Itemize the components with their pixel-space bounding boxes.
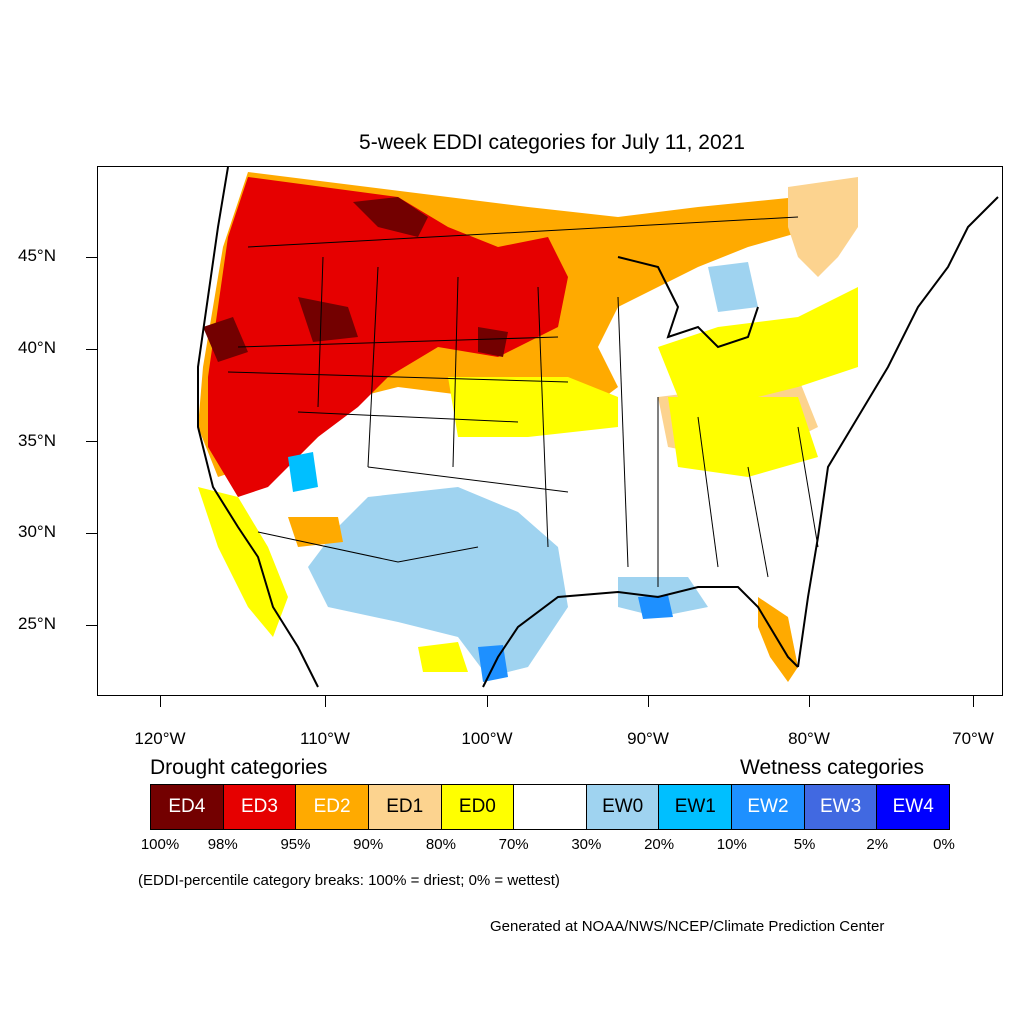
region-ew0-southwest	[308, 487, 568, 677]
region-ed0-west-coast	[198, 487, 288, 637]
percentile-break-label: 0%	[933, 836, 955, 853]
percentile-break-label: 5%	[793, 836, 816, 853]
category-legend-bar: ED4 ED3 ED2 ED1 ED0 EW0 EW1 EW2 EW3 EW4	[150, 784, 950, 830]
legend-box-ed1: ED1	[368, 785, 442, 829]
region-ed0-appalachia	[668, 397, 818, 477]
percentile-break-label: 30%	[571, 836, 602, 853]
lon-label-110: 110°W	[300, 729, 350, 748]
lat-label-45: 45°N	[18, 246, 56, 265]
lon-tick	[487, 696, 488, 707]
lon-tick	[160, 696, 161, 707]
percentile-break-label: 98%	[207, 836, 238, 853]
percentile-break-label: 70%	[498, 836, 529, 853]
wetness-categories-heading: Wetness categories	[740, 756, 925, 779]
eddi-map	[97, 166, 1003, 696]
eddi-map-drawing	[197, 167, 999, 688]
percentile-break-label: 80%	[425, 836, 456, 853]
lat-label-25: 25°N	[18, 614, 56, 633]
region-ed0-great-lakes	[658, 287, 858, 407]
generated-credit: Generated at NOAA/NWS/NCEP/Climate Predi…	[490, 918, 885, 935]
lat-tick	[86, 441, 97, 442]
percentile-break-label: 10%	[716, 836, 747, 853]
legend-box-ew4: EW4	[877, 785, 950, 829]
region-ed1-northeast	[788, 177, 858, 277]
lat-label-40: 40°N	[18, 338, 56, 357]
legend-box-neutral	[514, 785, 587, 829]
percentile-break-label: 100%	[140, 836, 180, 853]
state-borders	[227, 216, 819, 587]
region-ed4-north	[353, 197, 428, 237]
drought-categories-heading: Drought categories	[150, 756, 328, 779]
lon-label-80: 80°W	[788, 729, 830, 748]
legend-box-ed2: ED2	[296, 785, 369, 829]
lon-label-70: 70°W	[952, 729, 994, 748]
lon-label-90: 90°W	[627, 729, 669, 748]
region-ew1-arizona	[288, 452, 318, 492]
lat-tick	[86, 533, 97, 534]
lat-label-30: 30°N	[18, 522, 56, 541]
region-ew0-michigan	[708, 262, 758, 312]
lon-tick	[648, 696, 649, 707]
region-ed0-mexico	[418, 642, 468, 672]
percentile-break-label: 2%	[866, 836, 889, 853]
map-title: 5-week EDDI categories for July 11, 2021	[359, 131, 745, 154]
legend-box-ed0: ED0	[441, 785, 515, 829]
legend-box-ew2: EW2	[732, 785, 805, 829]
region-ed2-mexico	[288, 517, 343, 547]
percentile-break-label: 20%	[644, 836, 675, 853]
region-ew2-louisiana	[638, 595, 673, 619]
category-breaks-note: (EDDI-percentile category breaks: 100% =…	[138, 872, 560, 889]
region-ed0-midwest	[448, 377, 618, 437]
lat-label-35: 35°N	[18, 431, 56, 450]
lat-tick	[86, 625, 97, 626]
lon-tick	[809, 696, 810, 707]
region-ed3-northwest	[208, 177, 568, 497]
legend-box-ew3: EW3	[804, 785, 878, 829]
legend-box-ed3: ED3	[223, 785, 297, 829]
percentile-break-label: 90%	[353, 836, 384, 853]
legend-box-ew0: EW0	[586, 785, 660, 829]
lon-label-100: 100°W	[461, 729, 513, 748]
lat-tick	[86, 257, 97, 258]
lat-tick	[86, 349, 97, 350]
region-ed4-oregon	[203, 317, 248, 362]
coastlines	[197, 167, 999, 688]
region-ed4-idaho	[298, 297, 358, 342]
region-ed4-dakota	[478, 327, 508, 357]
legend-box-ew1: EW1	[659, 785, 733, 829]
percentile-break-label: 95%	[280, 836, 311, 853]
legend-box-ed4: ED4	[151, 785, 224, 829]
lon-tick	[325, 696, 326, 707]
lon-tick	[973, 696, 974, 707]
lon-label-120: 120°W	[134, 729, 186, 748]
